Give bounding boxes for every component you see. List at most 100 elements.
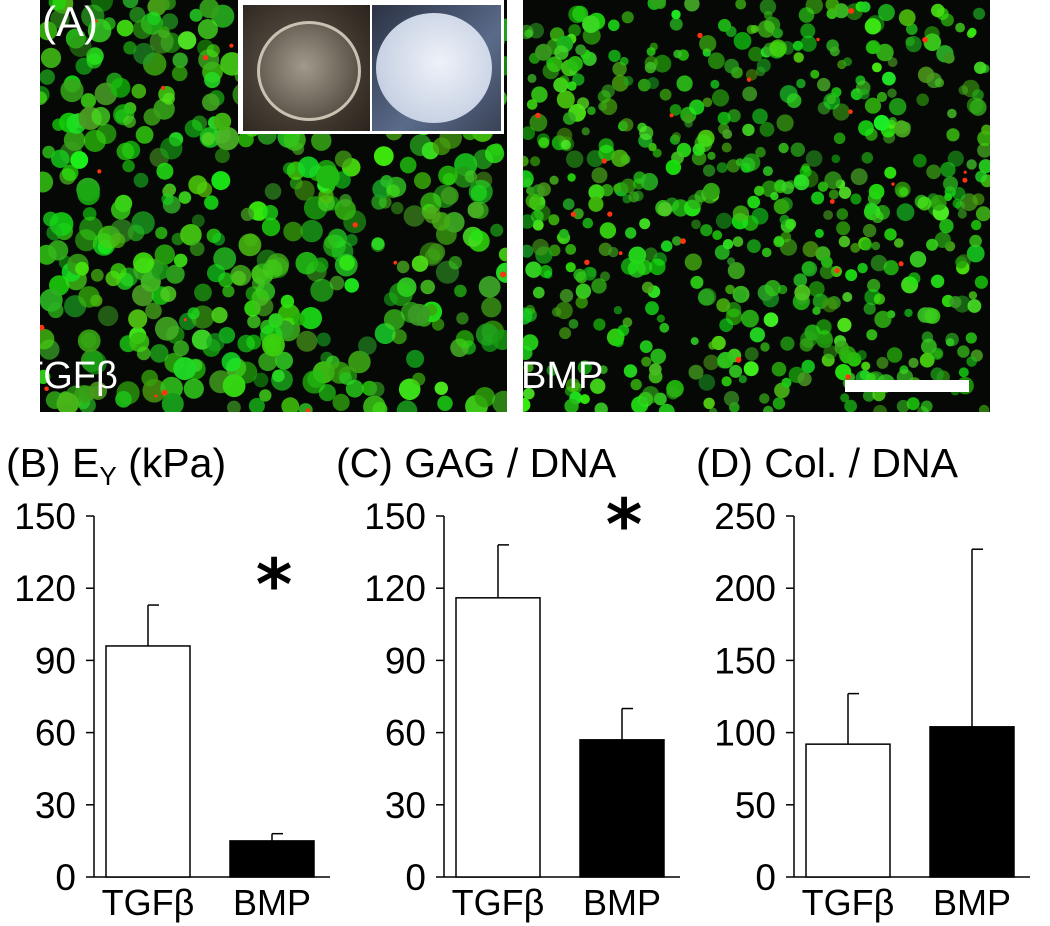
live-cell [957,345,970,358]
live-cell [611,149,629,167]
dead-cell [97,169,102,174]
live-cell [718,18,731,32]
live-cell [876,91,888,103]
dead-cell [352,222,358,228]
live-cell [732,205,750,222]
live-cell [110,77,131,98]
live-cell [966,244,985,263]
live-cell [934,231,951,248]
live-cell [899,187,909,197]
inset-construct-clear [243,5,370,131]
live-cell [88,381,108,400]
live-cell [684,119,693,128]
live-cell [558,75,570,86]
live-cell [582,217,594,229]
live-cell [171,65,188,82]
live-cell [156,162,174,180]
live-cell [259,389,272,402]
dead-cell [845,374,851,380]
live-cell [759,0,777,15]
live-cell [456,312,469,325]
live-cell [523,126,535,140]
live-cell [132,19,153,39]
live-cell [780,336,795,351]
live-cell [369,381,385,397]
live-cell [215,126,240,151]
chart-title: (B) EY (kPa) [6,440,227,491]
x-tick-label: BMP [233,882,311,923]
live-cell [206,333,225,352]
dead-cell [898,261,904,267]
live-cell [973,7,986,20]
live-cell [771,361,787,377]
live-cell [180,224,202,246]
live-cell [432,137,451,156]
live-cell [61,164,79,181]
live-cell [943,52,955,64]
live-cell [262,205,279,221]
live-cell [90,268,104,282]
live-cell [149,29,174,54]
live-cell [613,306,623,315]
live-cell [206,44,220,58]
live-cell [721,142,732,153]
live-cell [313,257,329,273]
live-cell [707,151,716,160]
live-cell [147,11,161,26]
live-cell [931,3,945,18]
live-cell [454,284,467,298]
live-cell [177,31,197,50]
live-cell [268,313,283,328]
live-cell [859,370,870,380]
live-cell [568,24,581,37]
live-cell [468,179,493,204]
live-cell [247,314,261,329]
live-cell [858,88,870,100]
live-cell [861,152,874,164]
live-cell [373,146,394,167]
live-cell [656,314,665,323]
live-cell [329,275,345,291]
live-cell [625,227,637,239]
live-cell [141,369,158,387]
live-cell [653,54,672,73]
dead-cell [44,386,49,392]
live-cell [371,237,385,251]
live-cell [957,209,967,219]
live-cell [871,241,881,251]
chart-title: (C) GAG / DNA [336,440,617,486]
dead-cell [203,55,209,61]
live-cell [763,312,779,328]
dead-cell [607,211,613,217]
chart-gag-dna: (C) GAG / DNA 0 30 60 90 120 150 TGFβ BMP * [336,440,700,926]
live-cell [575,296,588,309]
live-cell [530,156,541,167]
live-cell [523,387,535,400]
live-cell [562,198,575,210]
live-cell [966,356,977,367]
cell-stain-field-bmp [523,0,990,412]
live-cell [280,294,295,309]
dead-cell [161,85,166,90]
live-cell [870,254,888,272]
live-cell [620,178,636,194]
live-cell [889,98,907,116]
live-cell [613,183,622,193]
live-cell [923,33,942,51]
live-cell [75,261,89,276]
live-cell [470,229,483,242]
y-tick-label: 100 [714,713,776,754]
live-cell [930,367,944,381]
construct-photo-inset [238,0,504,134]
live-cell [150,344,169,363]
live-cell [690,337,699,346]
live-cell [590,378,606,394]
live-cell [565,244,577,255]
live-cell [348,350,371,374]
live-cell [630,378,642,391]
live-cell [882,71,896,86]
live-cell [296,330,318,352]
live-cell [873,293,885,305]
live-cell [671,132,681,142]
bar-bmp [229,840,315,878]
